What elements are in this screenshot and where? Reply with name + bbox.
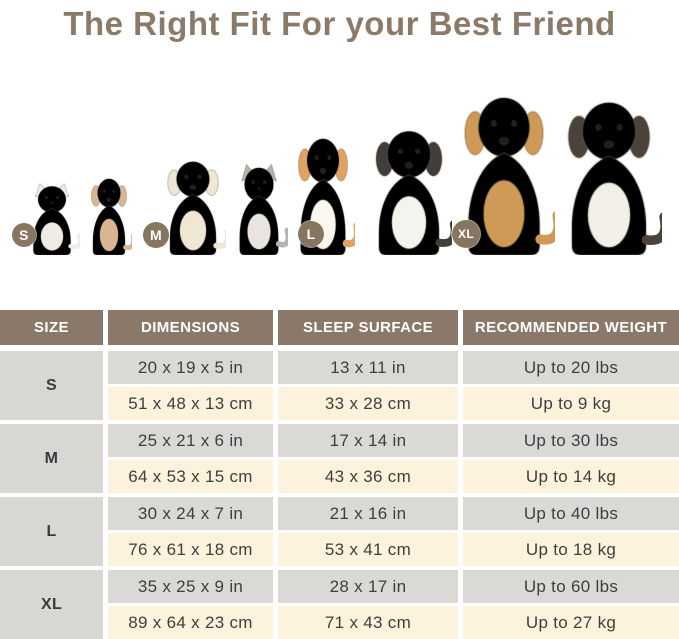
small-white-cat-image — [24, 181, 80, 255]
table-header-size: SIZE — [0, 310, 103, 345]
dimensions-in-cell: 35 x 25 x 9 in — [108, 570, 273, 603]
size-cell: XL — [0, 570, 103, 639]
dimensions-cm-cell: 89 x 64 x 23 cm — [108, 606, 273, 639]
dimensions-in-cell: 25 x 21 x 6 in — [108, 424, 273, 457]
gray-cat-image — [230, 161, 288, 255]
size-chart-table: SIZE DIMENSIONS SLEEP SURFACE RECOMMENDE… — [0, 310, 679, 639]
size-cell: S — [0, 351, 103, 420]
rough-collie-image — [556, 95, 662, 255]
dimensions-cm-cell: 64 x 53 x 15 cm — [108, 460, 273, 493]
weight-lbs-cell: Up to 40 lbs — [463, 497, 679, 530]
sleep-surface-in-cell: 28 x 17 in — [278, 570, 458, 603]
table-header-dimensions: DIMENSIONS — [108, 310, 273, 345]
weight-lbs-cell: Up to 20 lbs — [463, 351, 679, 384]
sleep-surface-in-cell: 17 x 14 in — [278, 424, 458, 457]
dimensions-cm-cell: 51 x 48 x 13 cm — [108, 387, 273, 420]
chihuahua-image — [86, 175, 132, 255]
pets-lineup: S M L XL — [0, 46, 679, 310]
dimensions-in-cell: 20 x 19 x 5 in — [108, 351, 273, 384]
sleep-surface-cm-cell: 33 x 28 cm — [278, 387, 458, 420]
size-cell: M — [0, 424, 103, 493]
page-title: The Right Fit For your Best Friend — [63, 5, 616, 42]
weight-kg-cell: Up to 27 kg — [463, 606, 679, 639]
maltese-dog-image — [160, 157, 226, 255]
table-header-row: SIZE DIMENSIONS SLEEP SURFACE RECOMMENDE… — [0, 310, 679, 345]
weight-kg-cell: Up to 18 kg — [463, 533, 679, 566]
sleep-surface-in-cell: 21 x 16 in — [278, 497, 458, 530]
size-badge-l: L — [298, 221, 324, 247]
dimensions-in-cell: 30 x 24 x 7 in — [108, 497, 273, 530]
size-badge-m: M — [143, 222, 169, 248]
table-header-sleep-surface: SLEEP SURFACE — [278, 310, 458, 345]
sleep-surface-cm-cell: 71 x 43 cm — [278, 606, 458, 639]
weight-lbs-cell: Up to 30 lbs — [463, 424, 679, 457]
weight-kg-cell: Up to 14 kg — [463, 460, 679, 493]
sleep-surface-in-cell: 13 x 11 in — [278, 351, 458, 384]
weight-lbs-cell: Up to 60 lbs — [463, 570, 679, 603]
dimensions-cm-cell: 76 x 61 x 18 cm — [108, 533, 273, 566]
table-header-recommended-weight: RECOMMENDED WEIGHT — [463, 310, 679, 345]
size-badge-xl: XL — [452, 220, 480, 248]
table-row-group-xl: XL 35 x 25 x 9 in 28 x 17 in Up to 60 lb… — [0, 570, 679, 639]
border-collie-image — [366, 125, 452, 255]
size-cell: L — [0, 497, 103, 566]
table-row-group-m: M 25 x 21 x 6 in 17 x 14 in Up to 30 lbs… — [0, 424, 679, 493]
sleep-surface-cm-cell: 43 x 36 cm — [278, 460, 458, 493]
table-row-group-l: L 30 x 24 x 7 in 21 x 16 in Up to 40 lbs… — [0, 497, 679, 566]
weight-kg-cell: Up to 9 kg — [463, 387, 679, 420]
table-row-group-s: S 20 x 19 x 5 in 13 x 11 in Up to 20 lbs… — [0, 351, 679, 420]
sleep-surface-cm-cell: 53 x 41 cm — [278, 533, 458, 566]
size-badge-s: S — [12, 223, 36, 247]
